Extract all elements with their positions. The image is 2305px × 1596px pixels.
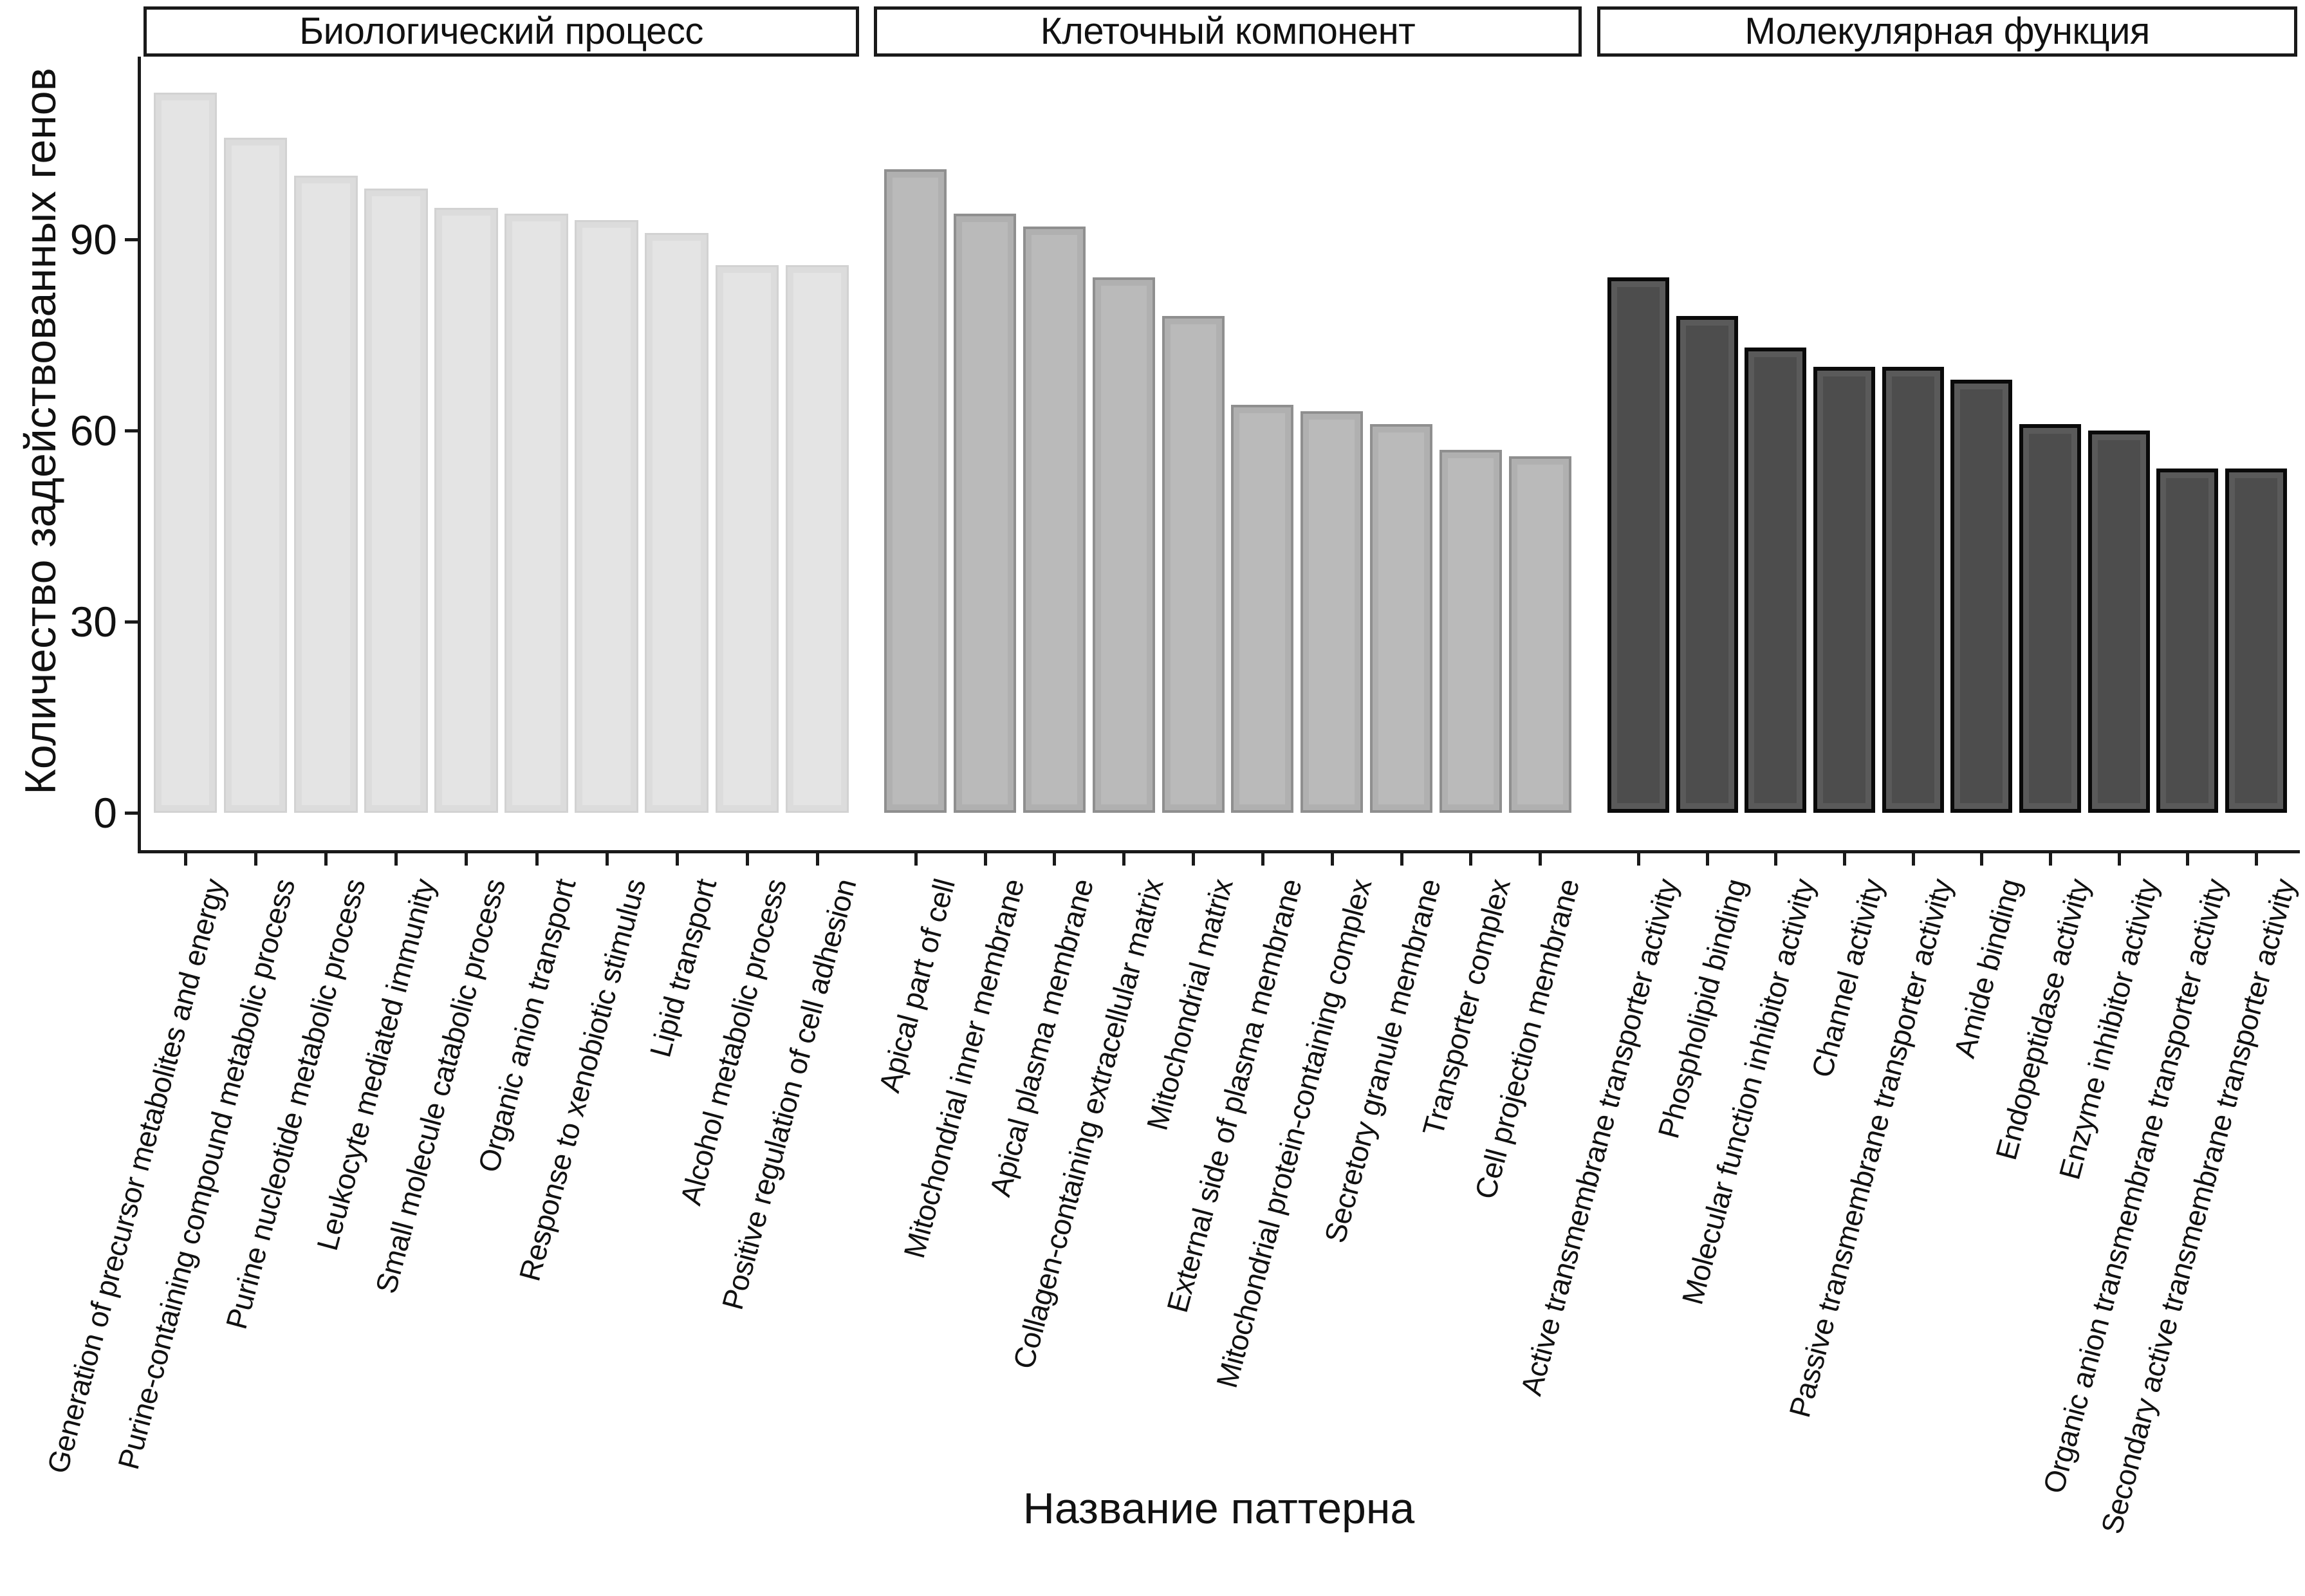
bar [1950,379,2013,813]
x-tick-mark [914,853,918,866]
x-tick-mark [1261,853,1264,866]
bar [785,264,849,813]
panel-header-biological-process: Биологический процесс [143,6,859,57]
panel-header-molecular-function: Молекулярная функция [1597,6,2297,57]
bar [1607,277,1669,813]
x-tick-mark [1192,853,1196,866]
bar [1092,277,1155,813]
bar [1162,315,1225,813]
y-tick-label: 0 [93,789,117,837]
x-tick-mark [675,853,679,866]
x-tick-mark [2255,853,2258,866]
x-tick-mark [1053,853,1057,866]
x-tick-mark [2049,853,2052,866]
x-tick-mark [745,853,749,866]
x-tick-mark [1637,853,1640,866]
x-category-label: Small molecule catabolic process [369,875,512,1297]
bar [954,214,1017,813]
x-tick-mark [324,853,328,866]
x-category-label: Channel activity [1804,875,1891,1081]
x-tick-mark [1122,853,1126,866]
x-tick-mark [1774,853,1778,866]
panel-header-cellular-component: Клеточный компонент [874,6,1582,57]
bar [884,169,947,813]
bar [1370,424,1433,813]
bar [1508,456,1571,813]
x-axis-line [138,850,2300,853]
x-tick-mark [1911,853,1915,866]
x-tick-mark [815,853,819,866]
x-axis-title: Название паттерна [1023,1484,1415,1533]
x-tick-mark [254,853,258,866]
bar [1439,449,1502,813]
y-tick-mark [125,620,138,624]
x-tick-mark [1705,853,1709,866]
y-tick-mark [125,812,138,815]
bar [434,207,498,813]
bar [1745,348,1807,813]
x-tick-mark [605,853,609,866]
bar [154,93,218,813]
bar [715,264,779,813]
x-tick-mark [2117,853,2121,866]
bar [645,233,708,813]
bar [1023,227,1086,813]
bar [2087,431,2150,813]
y-axis-line [138,57,141,851]
x-tick-mark [535,853,539,866]
y-tick-mark [125,238,138,241]
x-tick-mark [1469,853,1473,866]
x-tick-mark [2186,853,2190,866]
y-tick-mark [125,429,138,432]
bar [364,188,428,813]
bar [2156,469,2219,813]
x-tick-mark [465,853,468,866]
x-tick-mark [1539,853,1542,866]
bar [1813,367,1875,813]
x-tick-mark [1400,853,1403,866]
bar [1231,405,1294,813]
bar [2225,469,2287,813]
bar [1676,315,1738,813]
bar [505,214,568,813]
x-tick-mark [1843,853,1846,866]
bar [224,137,288,813]
x-category-label: Lipid transport [643,875,723,1061]
bar [2019,424,2081,813]
bar [294,176,358,813]
x-tick-mark [1980,853,1984,866]
bar [1301,411,1364,813]
x-tick-mark [983,853,987,866]
y-tick-label: 60 [69,407,117,454]
y-tick-label: 30 [69,598,117,645]
bar [575,220,638,813]
bar [1882,367,1944,813]
y-tick-label: 90 [69,216,117,263]
x-category-label: Amide binding [1947,875,2028,1062]
x-tick-mark [1330,853,1334,866]
x-tick-mark [394,853,398,866]
x-tick-mark [184,853,188,866]
